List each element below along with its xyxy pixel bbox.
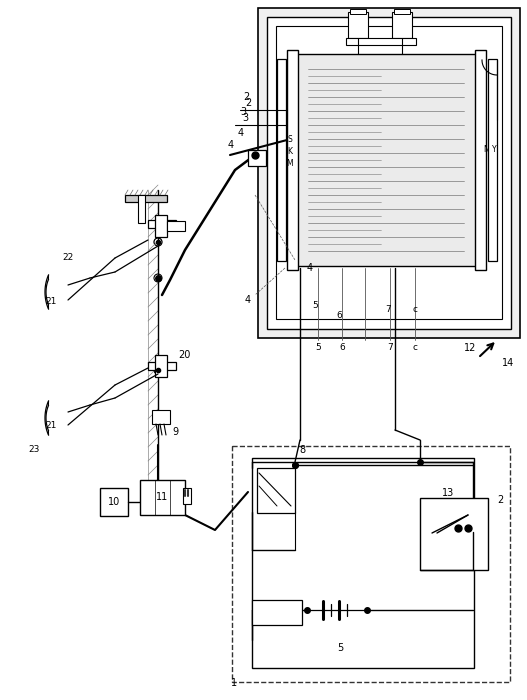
Bar (350, 9, 366, 14)
Text: 23: 23 (28, 445, 40, 454)
Text: c: c (413, 344, 417, 353)
Bar (475, 50, 486, 270)
Text: 9: 9 (172, 427, 178, 437)
Bar (152, 410, 170, 424)
Text: N: N (483, 146, 489, 155)
Text: 22: 22 (62, 253, 73, 262)
Text: 8: 8 (299, 445, 305, 455)
Text: 5: 5 (315, 344, 321, 353)
Bar (252, 600, 302, 625)
Text: M: M (287, 160, 294, 169)
Text: c: c (413, 305, 417, 314)
Bar (258, 8, 520, 338)
Text: 3: 3 (240, 107, 246, 117)
Bar (155, 215, 167, 237)
Bar (348, 12, 368, 38)
Text: 4: 4 (228, 140, 234, 150)
Bar (232, 446, 510, 682)
Bar (287, 50, 298, 270)
Text: 4: 4 (245, 295, 251, 305)
Text: 4: 4 (238, 128, 244, 138)
Bar (420, 498, 488, 570)
Text: 7: 7 (385, 305, 391, 314)
Text: 7: 7 (387, 344, 393, 353)
Bar (140, 480, 185, 515)
Text: S: S (288, 136, 292, 144)
Text: 6: 6 (339, 344, 345, 353)
Text: K: K (288, 148, 292, 157)
Text: 5: 5 (337, 643, 343, 653)
Text: 3: 3 (242, 113, 248, 123)
Text: 12: 12 (464, 343, 476, 353)
Text: 4: 4 (307, 263, 313, 273)
Bar (148, 362, 176, 370)
Text: 14: 14 (502, 358, 514, 368)
Text: 10: 10 (108, 497, 120, 507)
Text: 2: 2 (246, 98, 252, 108)
Text: 11: 11 (156, 492, 168, 502)
Bar (277, 59, 286, 261)
Text: 2: 2 (497, 495, 503, 505)
Text: 5: 5 (312, 302, 318, 311)
Text: 6: 6 (336, 312, 341, 321)
Bar (394, 9, 410, 14)
Bar (296, 54, 476, 266)
Bar (155, 355, 167, 377)
Bar (392, 12, 412, 38)
Bar (167, 221, 185, 231)
Bar (183, 488, 191, 504)
Bar (100, 488, 128, 516)
Text: 21: 21 (45, 298, 56, 307)
Bar (138, 195, 145, 223)
Bar (252, 458, 474, 668)
Bar (267, 17, 511, 329)
Text: 21: 21 (45, 421, 56, 430)
Bar (276, 26, 502, 319)
Bar (125, 195, 167, 202)
Text: 13: 13 (442, 488, 454, 498)
Bar (148, 220, 176, 228)
Bar (257, 468, 295, 513)
Text: Y: Y (492, 146, 496, 155)
Bar (248, 150, 266, 166)
Bar (488, 59, 497, 261)
Bar (346, 38, 416, 45)
Text: 20: 20 (178, 350, 190, 360)
Text: 2: 2 (244, 92, 250, 102)
Text: 1: 1 (231, 678, 237, 688)
